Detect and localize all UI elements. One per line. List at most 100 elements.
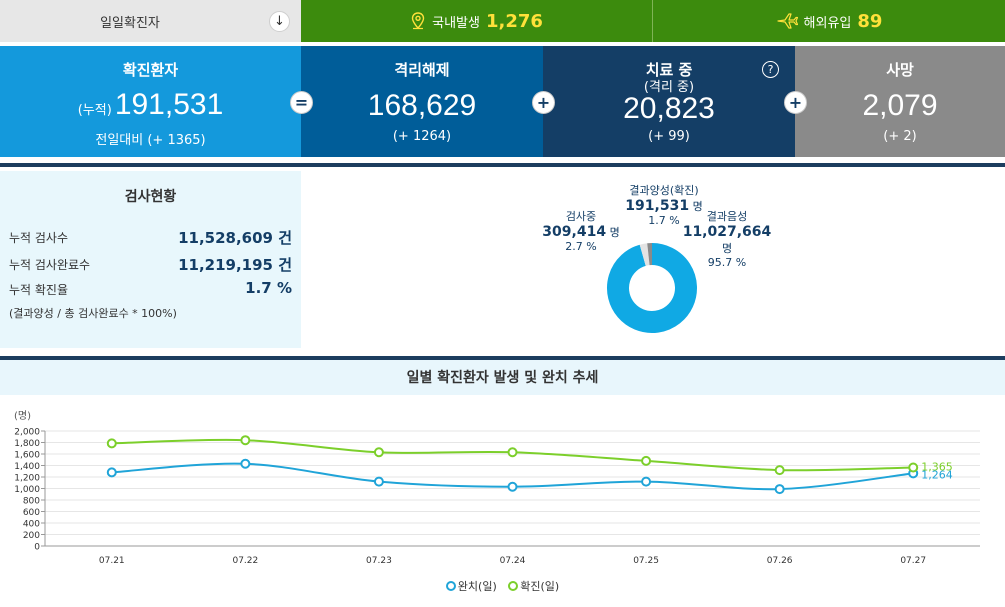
x-tick-label: 07.24	[500, 556, 526, 566]
location-pin-icon	[411, 12, 425, 30]
y-tick-label: 1,800	[14, 439, 40, 449]
test-result-donut	[607, 243, 697, 333]
y-tick-label: 600	[23, 508, 40, 518]
domestic-label: 국내발생	[432, 15, 480, 31]
testing-unit: 명	[609, 226, 620, 239]
released-value: 168,629	[367, 89, 477, 122]
top-bar: 일일확진자 ↓ 국내발생 1,276 해외유입 89	[0, 0, 1005, 42]
test-row-completed: 누적 검사완료수 11,219,195 건	[9, 256, 292, 274]
y-tick-label: 0	[34, 543, 40, 553]
legend-item-recovered[interactable]: 완치(일)	[445, 578, 497, 594]
data-point[interactable]	[641, 455, 652, 466]
test-row-value: 1.7 %	[245, 279, 292, 297]
testing-value: 309,414	[542, 224, 607, 240]
y-tick-label: 1,600	[14, 451, 40, 461]
data-point[interactable]	[106, 467, 117, 478]
data-point[interactable]	[774, 465, 785, 476]
data-point[interactable]	[641, 476, 652, 487]
x-tick-label: 07.23	[366, 556, 392, 566]
test-row-label: 누적 검사완료수	[9, 258, 91, 272]
data-point[interactable]	[240, 458, 251, 469]
negative-label: 결과음성	[706, 210, 748, 223]
stat-cards: 확진환자 (누적) 191,531 전일대비 (+ 1365) 격리해제 168,…	[0, 46, 1005, 157]
released-title: 격리해제	[394, 61, 450, 79]
end-value-label: 1,264	[921, 468, 953, 481]
card-treating: 치료 중 (격리 중) 20,823 (+ 99) ?	[543, 46, 795, 157]
equals-icon: =	[290, 91, 313, 114]
y-unit-label: (명)	[14, 410, 31, 422]
overseas-value: 89	[857, 10, 883, 32]
test-row-value: 11,528,609 건	[178, 229, 292, 247]
test-status-title: 검사현황	[124, 189, 177, 205]
test-row-total: 누적 검사수 11,528,609 건	[9, 229, 292, 247]
domestic-cases: 국내발생 1,276	[301, 0, 653, 42]
deaths-title: 사망	[886, 61, 914, 79]
treating-title: 치료 중	[645, 61, 693, 79]
data-point[interactable]	[373, 476, 384, 487]
x-tick-label: 07.22	[232, 556, 258, 566]
plus-icon: +	[784, 91, 807, 114]
x-tick-label: 07.21	[99, 556, 125, 566]
data-point[interactable]	[507, 447, 518, 458]
help-icon[interactable]: ?	[762, 61, 779, 78]
test-row-rate: 누적 확진율 1.7 %	[9, 279, 292, 298]
test-row-label: 누적 검사수	[9, 231, 69, 245]
overseas-label: 해외유입	[803, 15, 852, 31]
confirmed-title: 확진환자	[122, 61, 179, 79]
donut-slice-testing[interactable]	[639, 243, 650, 266]
confirmed-delta: 전일대비 (+ 1365)	[95, 133, 206, 148]
trend-title: 일별 확진환자 발생 및 완치 추세	[0, 360, 1005, 395]
legend-label: 완치(일)	[457, 580, 497, 593]
domestic-value: 1,276	[485, 10, 543, 32]
card-confirmed: 확진환자 (누적) 191,531 전일대비 (+ 1365)	[0, 46, 301, 157]
data-point[interactable]	[106, 438, 117, 449]
legend-marker-icon	[508, 581, 519, 591]
legend-label: 확진(일)	[520, 580, 560, 593]
data-point[interactable]	[373, 447, 384, 458]
negative-pct: 95.7 %	[707, 256, 747, 269]
arrow-down-icon[interactable]: ↓	[269, 11, 290, 32]
legend-marker-icon	[445, 581, 456, 591]
treating-subtitle: (격리 중)	[643, 80, 695, 95]
y-tick-label: 1,200	[14, 474, 40, 484]
test-result-donut-area: 결과양성(확진) 191,531 명 1.7 % 검사중 309,414 명 2…	[301, 171, 1005, 348]
daily-confirmed-toggle[interactable]: 일일확진자 ↓	[0, 0, 301, 42]
card-deaths: 사망 2,079 (+ 2)	[795, 46, 1005, 157]
donut-slice-negative[interactable]	[607, 243, 697, 333]
data-point[interactable]	[774, 484, 785, 495]
test-row-label: 누적 확진율	[9, 283, 69, 297]
legend-item-confirmed[interactable]: 확진(일)	[508, 578, 559, 594]
y-tick-label: 200	[23, 531, 40, 541]
x-tick-label: 07.26	[767, 556, 793, 566]
donut-label-positive: 결과양성(확진) 191,531 명 1.7 %	[606, 182, 722, 227]
y-tick-label: 400	[23, 520, 40, 530]
x-tick-label: 07.27	[900, 556, 926, 566]
positive-value: 191,531	[625, 198, 690, 214]
plus-icon: +	[532, 91, 555, 114]
data-point[interactable]	[908, 462, 919, 473]
testing-pct: 2.7 %	[565, 240, 597, 253]
chart-legend: 완치(일) 확진(일)	[0, 578, 1005, 594]
positive-pct: 1.7 %	[648, 214, 680, 227]
airplane-icon	[776, 13, 798, 29]
overseas-cases: 해외유입 89	[653, 0, 1005, 42]
released-delta: (+ 1264)	[392, 129, 452, 144]
daily-confirmed-label: 일일확진자	[100, 16, 160, 31]
trend-chart: (명) 0 200 400 600 800 1,000 1,200 1,400 1,600 1,80…	[0, 398, 1005, 607]
data-point[interactable]	[240, 435, 251, 446]
treating-delta: (+ 99)	[648, 129, 690, 144]
deaths-value: 2,079	[862, 89, 938, 122]
test-rate-note: (결과양성 / 총 검사완료수 * 100%)	[9, 307, 177, 320]
end-value-label: 1,365	[921, 461, 953, 474]
test-status-panel: 검사현황 누적 검사수 11,528,609 건 누적 검사완료수 11,219…	[0, 171, 301, 348]
confirmed-value: 191,531	[114, 88, 224, 121]
confirmed-value-line: (누적) 191,531	[0, 88, 301, 122]
section-divider	[0, 163, 1005, 167]
treating-value: 20,823	[623, 92, 715, 125]
y-tick-label: 2,000	[14, 428, 40, 438]
x-tick-label: 07.25	[633, 556, 659, 566]
data-point[interactable]	[507, 481, 518, 492]
positive-label: 결과양성(확진)	[629, 184, 699, 197]
y-tick-label: 1,400	[14, 462, 40, 472]
